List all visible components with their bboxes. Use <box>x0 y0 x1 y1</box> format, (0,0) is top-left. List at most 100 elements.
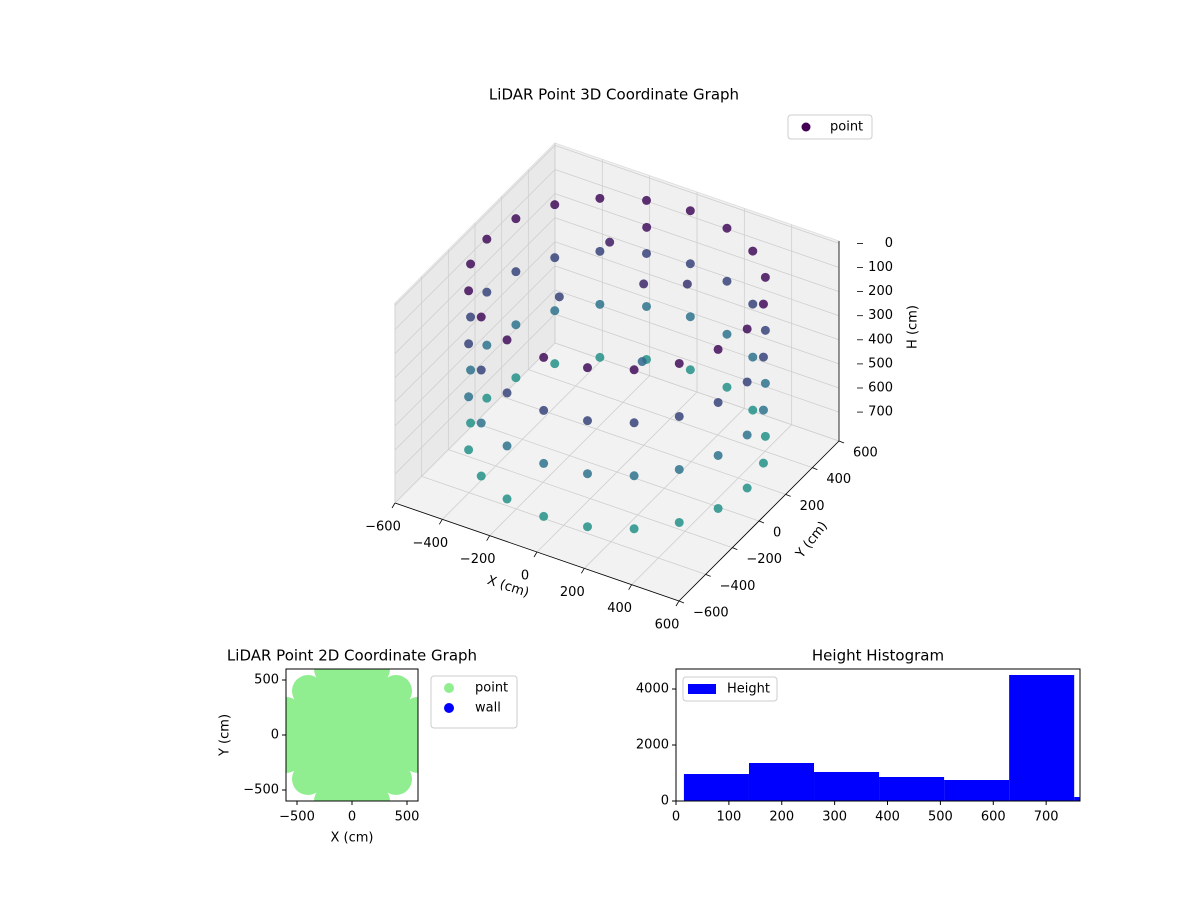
point <box>583 416 592 426</box>
point <box>464 392 474 402</box>
grid-line <box>394 193 556 354</box>
point <box>476 312 486 322</box>
z-tick-label: 200 <box>868 284 893 299</box>
tick-mark <box>533 551 538 558</box>
y-axis-label: Y (cm) <box>793 519 831 562</box>
y-tick-label: 400 <box>826 472 851 487</box>
x-tick-label: −400 <box>412 536 448 551</box>
axes-frame <box>675 668 1081 802</box>
grid-line <box>554 193 840 292</box>
x-tick-label: 200 <box>560 585 585 600</box>
x-tick-label: 0 <box>672 810 680 825</box>
grid-line <box>448 449 733 549</box>
point <box>358 719 390 751</box>
point <box>583 522 592 532</box>
point <box>583 363 592 373</box>
point <box>760 431 770 441</box>
point <box>722 223 732 233</box>
point <box>539 405 549 415</box>
legend-label: point <box>475 681 508 696</box>
point <box>380 719 412 751</box>
point <box>642 195 651 205</box>
axis-line <box>678 440 840 602</box>
x-tick-label: 300 <box>822 810 847 825</box>
grid-line <box>554 313 840 413</box>
point <box>742 483 752 493</box>
point <box>605 237 615 247</box>
y-tick-label: −600 <box>693 606 729 621</box>
z-tick-label: 500 <box>868 356 893 371</box>
grid-line <box>394 265 556 427</box>
point <box>550 253 560 263</box>
point <box>466 312 476 322</box>
point <box>539 458 549 468</box>
point <box>713 503 723 513</box>
legend-box <box>682 676 778 702</box>
point <box>539 352 549 362</box>
x-tick-label: 500 <box>928 810 953 825</box>
point <box>713 450 723 460</box>
x-tick-label: 200 <box>769 810 794 825</box>
point <box>637 357 647 367</box>
y-tick-label: 200 <box>800 499 825 514</box>
y-tick-label: −200 <box>746 552 782 567</box>
point <box>502 494 512 504</box>
point <box>502 388 512 398</box>
x-tick-label: −600 <box>365 520 401 535</box>
y-tick-label: 500 <box>254 673 279 688</box>
point <box>550 200 560 210</box>
legend-label: wall <box>475 701 501 716</box>
x-tick-label: 100 <box>716 810 741 825</box>
bar <box>944 779 1010 801</box>
grid-line <box>501 395 786 495</box>
point <box>336 675 368 707</box>
grid-line <box>474 422 760 522</box>
point <box>292 719 324 751</box>
x-tick-label: 500 <box>395 810 420 825</box>
point <box>674 358 684 368</box>
grid-line <box>394 313 556 475</box>
point <box>629 471 639 481</box>
point <box>685 312 695 322</box>
tick-mark <box>391 502 396 509</box>
point <box>760 325 770 335</box>
point <box>482 393 492 403</box>
legend-marker <box>688 684 716 694</box>
x-tick-label: 0 <box>521 569 529 584</box>
tick-mark <box>678 600 685 604</box>
plot-area <box>286 669 418 801</box>
grid-line <box>394 217 556 378</box>
x-tick-label: −200 <box>460 552 496 567</box>
grid-line <box>554 169 840 268</box>
tick-mark <box>785 493 791 497</box>
point <box>511 267 521 277</box>
point <box>402 741 418 773</box>
point <box>314 741 346 773</box>
point <box>380 675 412 707</box>
y-tick-label: 600 <box>853 446 878 461</box>
point <box>292 697 324 729</box>
grid-line <box>554 145 840 244</box>
point <box>685 206 695 216</box>
point <box>550 306 560 316</box>
y-tick-label: −400 <box>720 579 756 594</box>
point <box>629 418 639 428</box>
grid-line <box>421 475 706 575</box>
point <box>554 292 564 302</box>
bar <box>748 763 815 801</box>
point <box>758 405 768 415</box>
point <box>583 469 592 479</box>
point <box>748 405 758 415</box>
grid-line <box>394 241 556 403</box>
tick-mark <box>438 519 443 525</box>
point <box>713 397 723 407</box>
z-tick-label: 700 <box>868 405 893 420</box>
point <box>482 287 492 297</box>
point <box>642 222 652 232</box>
point <box>336 719 368 751</box>
point <box>292 763 324 795</box>
point <box>550 359 560 369</box>
point <box>595 193 605 203</box>
point <box>685 259 695 269</box>
